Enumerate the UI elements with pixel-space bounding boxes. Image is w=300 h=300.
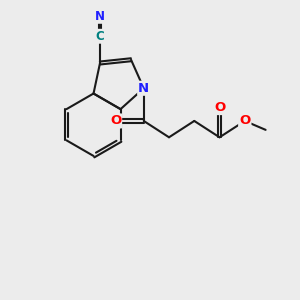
Text: N: N: [95, 10, 105, 23]
Text: O: O: [110, 114, 121, 128]
Text: C: C: [96, 30, 104, 43]
Text: O: O: [214, 101, 225, 114]
Text: N: N: [138, 82, 149, 95]
Text: O: O: [239, 114, 250, 128]
